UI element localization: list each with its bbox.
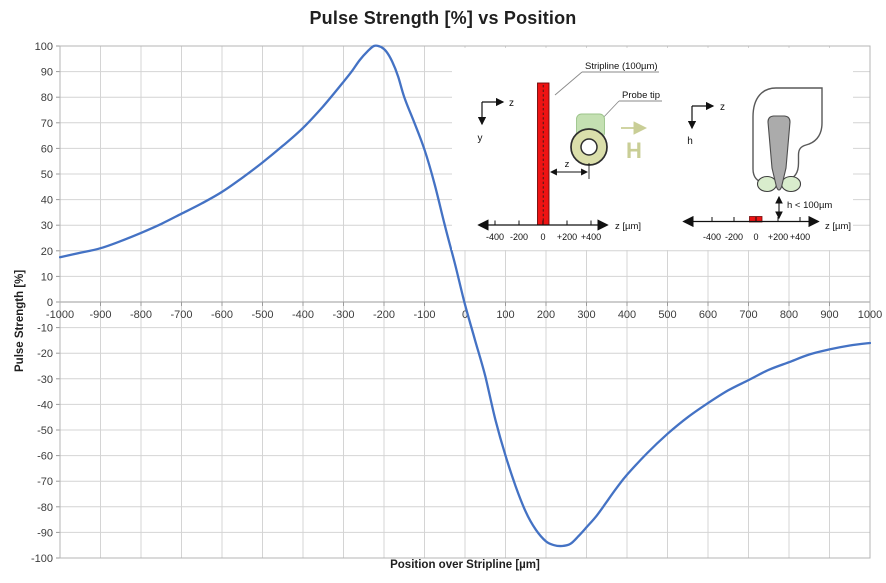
y-tick-label: -50: [37, 425, 53, 437]
y-tick-label: -40: [37, 399, 53, 411]
y-tick-label: 100: [35, 41, 53, 53]
left-coord-y-label: y: [478, 133, 483, 144]
left-tick-label: -400: [486, 232, 504, 242]
h-field-symbol: H: [626, 138, 642, 163]
x-tick-label: 200: [537, 309, 555, 321]
left-z-axis-unit-label: z [µm]: [615, 221, 641, 232]
x-tick-labels: -1000 -900 -800 -700 -600 -500 -400 -300 -200 -10…: [46, 309, 882, 321]
x-tick-label: 800: [780, 309, 798, 321]
x-tick-label: 400: [618, 309, 636, 321]
y-tick-label: -30: [37, 374, 53, 386]
x-tick-label: -1000: [46, 309, 74, 321]
probe-ring-hole: [580, 138, 598, 156]
y-tick-label: 0: [47, 297, 53, 309]
left-diagram: z y Stripline (100µm) Probe tip: [477, 61, 662, 242]
y-tick-label: -60: [37, 451, 53, 463]
right-tick-label: -400: [703, 232, 721, 242]
right-diagram: z h h < 100µm: [682, 87, 851, 242]
y-tick-label: -70: [37, 476, 53, 488]
right-tick-label: +200: [768, 232, 788, 242]
x-axis-title: Position over Stripline [µm]: [390, 559, 540, 571]
chart-title: Pulse Strength [%] vs Position: [309, 8, 577, 28]
left-tick-label: 0: [540, 232, 545, 242]
x-tick-label: 700: [739, 309, 757, 321]
y-tick-label: -80: [37, 502, 53, 514]
stripline-callout-leader: [554, 71, 583, 96]
y-tick-label: 90: [41, 67, 53, 79]
right-tick-label: -200: [725, 232, 743, 242]
y-tick-label: 80: [41, 92, 53, 104]
y-tick-label: 50: [41, 169, 53, 181]
x-tick-label: 300: [577, 309, 595, 321]
probe-ball-right: [780, 175, 802, 193]
x-tick-label: -200: [373, 309, 395, 321]
inset-svg: z y Stripline (100µm) Probe tip: [452, 48, 853, 250]
right-coord-h-label: h: [687, 136, 693, 147]
plot-border: [59, 45, 871, 559]
x-tick-label: -500: [251, 309, 273, 321]
y-tick-label: -100: [31, 553, 53, 565]
left-z-axis-ticks: [494, 220, 592, 225]
x-tick-label: -600: [211, 309, 233, 321]
y-tick-labels: 1009080706050403020100-10-20-30-40-50-60…: [31, 41, 53, 565]
left-tick-label: +400: [581, 232, 601, 242]
inset-diagram: z y Stripline (100µm) Probe tip: [452, 48, 853, 250]
x-tick-label: 600: [699, 309, 717, 321]
x-tick-label: 100: [496, 309, 514, 321]
right-tick-label: +400: [790, 232, 810, 242]
right-z-axis-unit-label: z [µm]: [825, 221, 851, 232]
left-tick-label: -200: [510, 232, 528, 242]
left-coord-z-label: z: [509, 98, 514, 109]
y-tick-label: 10: [41, 271, 53, 283]
pulse-strength-curve: [59, 44, 871, 548]
probe-ball-left: [756, 175, 778, 193]
x-tick-label: -900: [89, 309, 111, 321]
left-tick-label: +200: [557, 232, 577, 242]
x-tick-label: -800: [130, 309, 152, 321]
y-tick-label: 30: [41, 220, 53, 232]
x-tick-label: 0: [462, 309, 468, 321]
probe-tip-cone: [767, 115, 791, 191]
x-tick-label: -400: [292, 309, 314, 321]
y-tick-label: -10: [37, 323, 53, 335]
stripline-callout-label: Stripline (100µm): [585, 61, 658, 72]
y-tick-label: -90: [37, 527, 53, 539]
x-tick-label: -100: [413, 309, 435, 321]
y-tick-label: -20: [37, 348, 53, 360]
x-tick-label: 500: [658, 309, 676, 321]
x-tick-label: -300: [332, 309, 354, 321]
x-tick-label: 900: [820, 309, 838, 321]
y-tick-label: 60: [41, 143, 53, 155]
x-tick-label: -700: [170, 309, 192, 321]
right-tick-label: 0: [753, 232, 758, 242]
y-tick-label: 40: [41, 195, 53, 207]
y-tick-label: 20: [41, 246, 53, 258]
probe-callout-label: Probe tip: [622, 90, 660, 101]
z-distance-label: z: [565, 159, 570, 170]
h-distance-label: h < 100µm: [787, 200, 832, 211]
right-coord-z-label: z: [720, 102, 725, 113]
right-z-axis-ticks: [711, 217, 801, 222]
y-tick-label: 70: [41, 118, 53, 130]
x-tick-label: 1000: [858, 309, 882, 321]
